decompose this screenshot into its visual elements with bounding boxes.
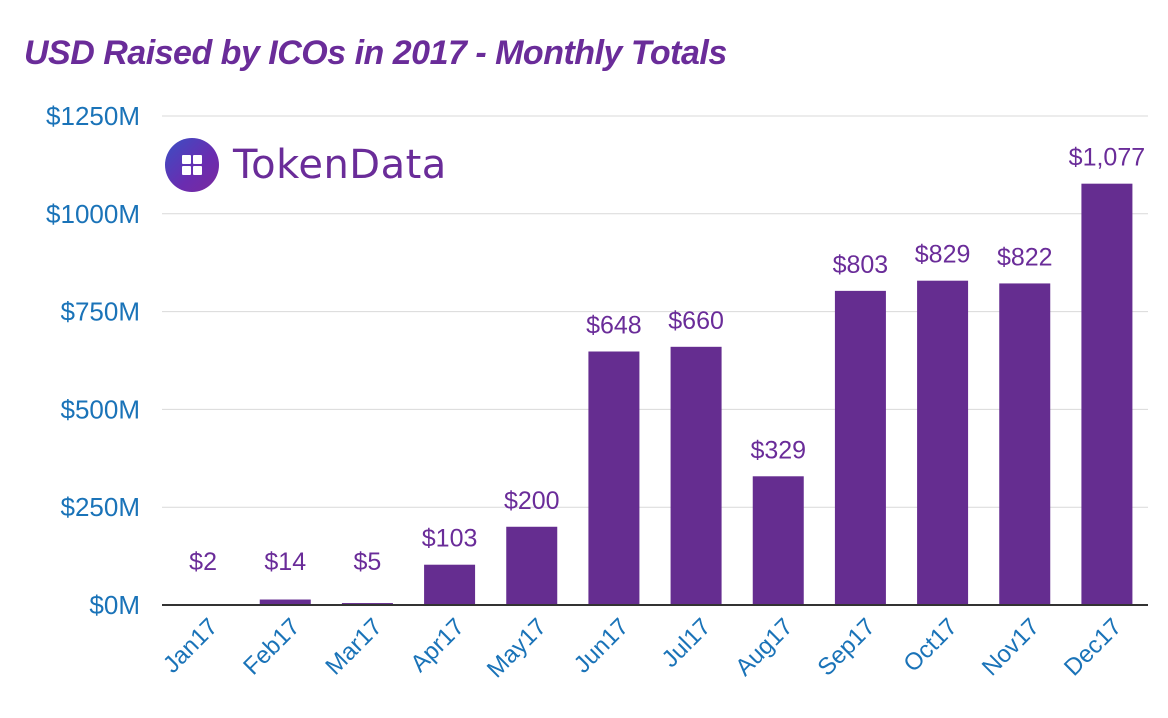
- bar: [752, 476, 804, 605]
- bar: [834, 290, 886, 605]
- x-tick-label: Jun17: [569, 613, 634, 678]
- bar: [917, 280, 969, 605]
- bar: [424, 564, 476, 605]
- bar: [670, 346, 722, 605]
- data-label: $5: [354, 548, 382, 576]
- bar: [259, 599, 311, 605]
- x-tick-label: Feb17: [238, 613, 305, 680]
- data-label: $1,077: [1069, 144, 1145, 172]
- logo-text: TokenData: [233, 142, 447, 188]
- y-axis-tick-labels: $0M $250M $500M $750M $1000M $1250M: [46, 101, 140, 620]
- bars: [177, 183, 1133, 605]
- data-label: $329: [750, 436, 806, 464]
- x-tick-label: Sep17: [812, 613, 880, 681]
- data-label: $660: [668, 307, 724, 335]
- y-tick-label: $500M: [61, 394, 141, 424]
- data-label: $103: [422, 525, 478, 553]
- data-label: $822: [997, 243, 1053, 271]
- chart-title: USD Raised by ICOs in 2017 - Monthly Tot…: [24, 34, 727, 72]
- y-tick-label: $1000M: [46, 199, 140, 229]
- y-tick-label: $750M: [61, 297, 141, 327]
- y-tick-label: $250M: [61, 492, 141, 522]
- x-tick-label: May17: [482, 613, 552, 683]
- bar: [1081, 183, 1133, 605]
- data-label: $200: [504, 487, 560, 515]
- x-tick-label: Mar17: [320, 613, 387, 680]
- x-tick-label: Nov17: [977, 613, 1045, 681]
- x-tick-label: Jul17: [657, 613, 717, 673]
- data-label: $648: [586, 312, 642, 340]
- x-tick-label: Jan17: [158, 613, 223, 678]
- data-label: $803: [833, 251, 889, 279]
- bar: [999, 283, 1051, 605]
- bar: [588, 351, 640, 605]
- data-label: $14: [264, 548, 306, 576]
- x-tick-label: Oct17: [898, 613, 962, 677]
- x-axis-tick-labels: Jan17 Feb17 Mar17 Apr17 May17 Jun17 Jul17 Aug17…: [158, 613, 1127, 683]
- data-label: $2: [189, 548, 217, 576]
- y-tick-label: $0M: [89, 590, 140, 620]
- y-tick-label: $1250M: [46, 101, 140, 131]
- x-tick-label: Aug17: [730, 613, 798, 681]
- data-label: $829: [915, 241, 971, 269]
- tokendata-logo: TokenData: [165, 138, 447, 192]
- x-tick-label: Apr17: [405, 613, 469, 677]
- x-tick-label: Dec17: [1059, 613, 1127, 681]
- data-labels: $2 $14 $5 $103 $200 $648 $660 $329 $803 $829 $822 $…: [189, 144, 1145, 576]
- grid-tile-icon: [165, 138, 219, 192]
- grid-lines: [162, 115, 1148, 508]
- bar: [506, 526, 558, 605]
